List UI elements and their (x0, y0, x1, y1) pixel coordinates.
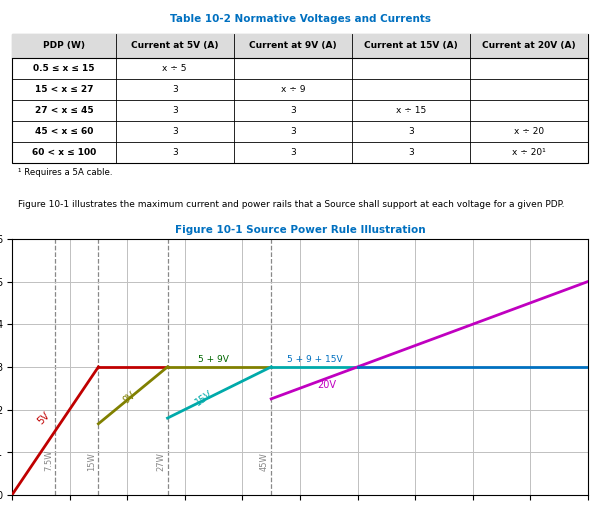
Text: 5 + 9V: 5 + 9V (198, 355, 229, 364)
Text: Table 10-2 Normative Voltages and Currents: Table 10-2 Normative Voltages and Curren… (170, 14, 431, 24)
Text: 3: 3 (290, 148, 296, 157)
Text: Current at 20V (A): Current at 20V (A) (482, 41, 576, 51)
Text: 3: 3 (408, 148, 414, 157)
Title: Figure 10-1 Source Power Rule Illustration: Figure 10-1 Source Power Rule Illustrati… (175, 225, 425, 235)
Text: x ÷ 20: x ÷ 20 (514, 127, 544, 136)
Text: x ÷ 9: x ÷ 9 (281, 85, 305, 94)
Text: 0.5 ≤ x ≤ 15: 0.5 ≤ x ≤ 15 (33, 64, 95, 73)
Bar (12, 34, 588, 58)
Text: 9V: 9V (121, 389, 137, 406)
Text: 5V: 5V (35, 411, 51, 427)
Text: 45W: 45W (260, 452, 269, 472)
Text: 15V: 15V (193, 388, 215, 408)
Text: 3: 3 (408, 127, 414, 136)
Text: PDP (W): PDP (W) (43, 41, 85, 51)
Text: 27W: 27W (156, 452, 165, 472)
Text: Current at 9V (A): Current at 9V (A) (249, 41, 337, 51)
Text: 3: 3 (172, 127, 178, 136)
Text: x ÷ 5: x ÷ 5 (163, 64, 187, 73)
Text: Current at 15V (A): Current at 15V (A) (364, 41, 458, 51)
Text: 5 + 9 + 15V: 5 + 9 + 15V (287, 355, 342, 364)
Text: Figure 10-1 illustrates the maximum current and power rails that a Source shall : Figure 10-1 illustrates the maximum curr… (18, 199, 564, 209)
Text: 60 < x ≤ 100: 60 < x ≤ 100 (32, 148, 96, 157)
Text: x ÷ 20¹: x ÷ 20¹ (512, 148, 546, 157)
Text: 3: 3 (172, 148, 178, 157)
Text: 3: 3 (172, 85, 178, 94)
Text: ¹ Requires a 5A cable.: ¹ Requires a 5A cable. (18, 168, 112, 177)
Text: 45 < x ≤ 60: 45 < x ≤ 60 (35, 127, 93, 136)
Text: 7.5W: 7.5W (44, 450, 53, 472)
Text: Current at 5V (A): Current at 5V (A) (131, 41, 218, 51)
Text: 3: 3 (290, 106, 296, 115)
Bar (12, 34, 588, 163)
Text: x ÷ 15: x ÷ 15 (396, 106, 426, 115)
Text: 3: 3 (290, 127, 296, 136)
Text: 27 < x ≤ 45: 27 < x ≤ 45 (35, 106, 93, 115)
Text: 20V: 20V (317, 380, 336, 390)
Text: 15W: 15W (87, 452, 96, 472)
Text: 3: 3 (172, 106, 178, 115)
Text: 15 < x ≤ 27: 15 < x ≤ 27 (35, 85, 93, 94)
